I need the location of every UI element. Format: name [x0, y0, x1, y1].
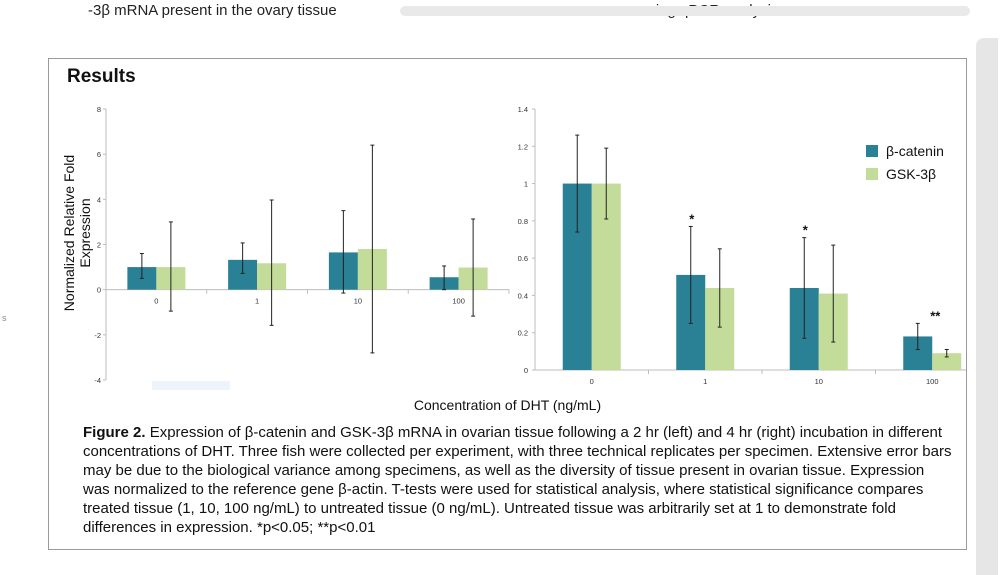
results-title: Results [67, 66, 136, 87]
chart1-y-tick-label: 0 [524, 366, 528, 375]
figure-caption: Figure 2. Expression of β-catenin and GS… [83, 423, 953, 537]
caption-text: Expression of β-catenin and GSK-3β mRNA … [83, 424, 952, 536]
legend-swatch-gsk3b [866, 168, 878, 180]
x-axis-label: Concentration of DHT (ng/mL) [413, 397, 602, 413]
charts-svg: -4 -2 0 2 4 6 8 0 1 10 100 0 0.2 0.4 0.6 0.8 1 1.2 1.4 0 1 10… [94, 105, 966, 386]
chart1-y-tick-label: 0.8 [518, 217, 528, 226]
chart0-y-tick-label: -4 [94, 376, 101, 385]
chart1-y-tick-label: 0.2 [518, 329, 528, 338]
faint-label-box [152, 381, 230, 390]
chart1-y-tick-label: 0.6 [518, 254, 528, 263]
chart1-y-tick-label: 1.4 [518, 105, 528, 114]
chart0-category-label: 0 [154, 297, 158, 306]
chart1-significance-label: ** [930, 308, 941, 323]
chart1-bar-gsk3b [932, 353, 962, 370]
right-scroll-strip [976, 38, 998, 575]
chart0-y-tick-label: 4 [97, 195, 101, 204]
chart1-y-tick-label: 1.2 [518, 142, 528, 151]
chart0-y-tick-label: -2 [94, 331, 101, 340]
chart1-category-label: 0 [590, 377, 594, 386]
chart1-y-tick-label: 1 [524, 180, 528, 189]
chart0-y-tick-label: 8 [97, 105, 101, 114]
chart0-y-tick-label: 6 [97, 150, 101, 159]
legend-gsk3b: GSK-3β [866, 166, 936, 182]
chart0-category-label: 10 [354, 297, 362, 306]
chart1-category-label: 1 [703, 377, 707, 386]
chart0-category-label: 1 [255, 297, 259, 306]
legend-beta-catenin: β-catenin [866, 143, 944, 159]
chart0-y-tick-label: 0 [97, 286, 101, 295]
chart1-significance-label: * [689, 211, 695, 226]
chart0-category-label: 100 [452, 297, 465, 306]
side-mark: s [2, 313, 7, 323]
chart1-category-label: 10 [815, 377, 823, 386]
chart1-significance-label: * [803, 223, 809, 238]
chart0-y-tick-label: 2 [97, 241, 101, 250]
legend-label-gsk3b: GSK-3β [886, 166, 937, 182]
poster-edge [400, 6, 970, 16]
header-fragment-left: -3β mRNA present in the ovary tissue [88, 2, 337, 19]
chart1-category-label: 100 [926, 377, 939, 386]
results-panel: Results Normalized Relative Fold Express… [48, 58, 967, 550]
legend-swatch-beta-catenin [866, 145, 878, 157]
caption-label: Figure 2. [83, 424, 146, 441]
chart1-y-tick-label: 0.4 [518, 291, 528, 300]
legend-label-beta-catenin: β-catenin [886, 143, 944, 159]
